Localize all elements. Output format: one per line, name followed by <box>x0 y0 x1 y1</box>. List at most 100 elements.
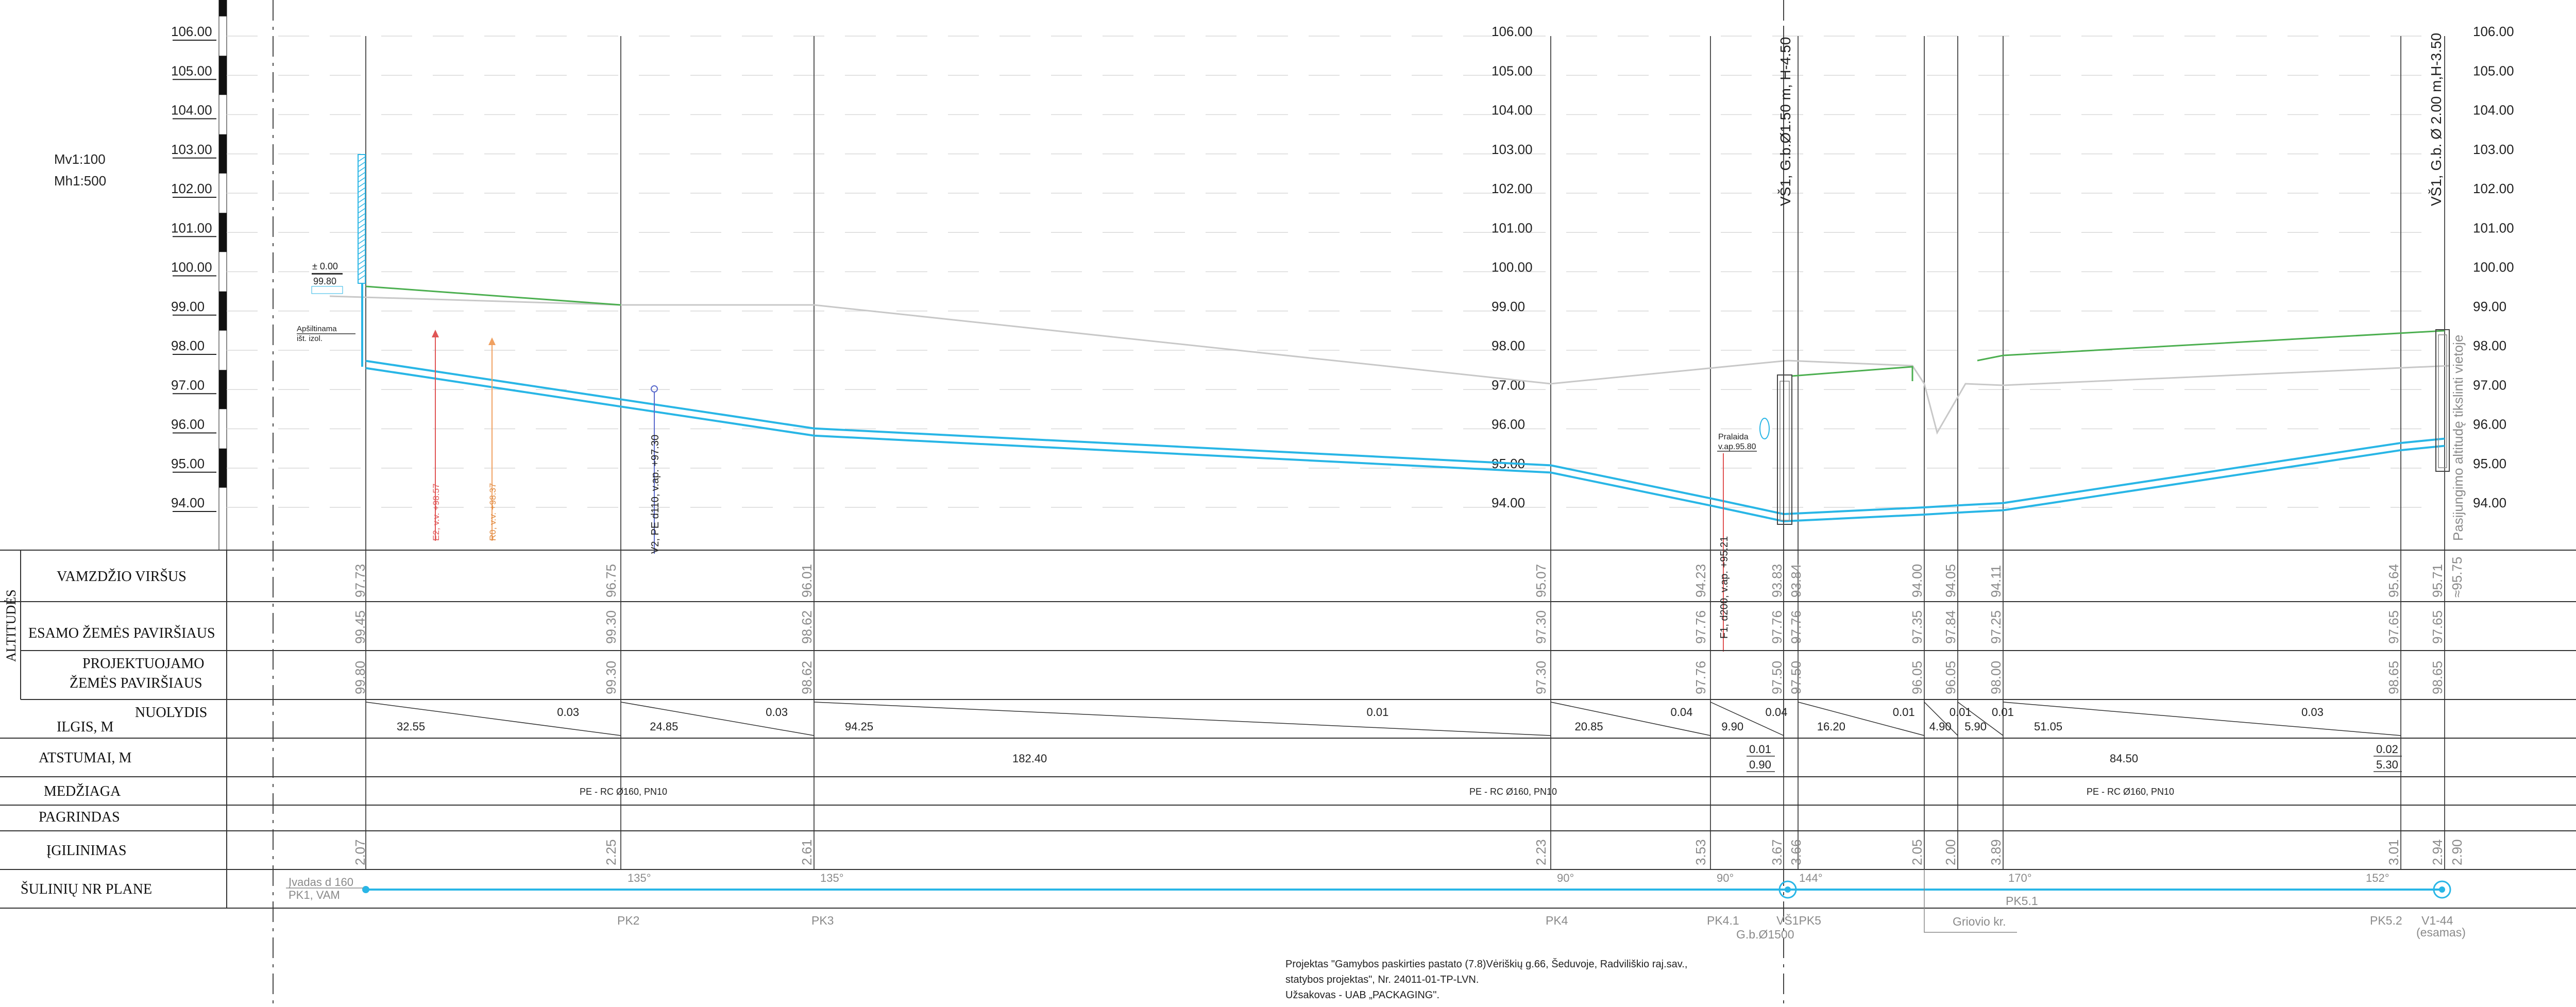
depth-value: 3.01 <box>2386 839 2401 865</box>
elevation-label-mid: 103.00 <box>1492 142 1533 157</box>
existing-ground-value: 97.76 <box>1693 610 1708 644</box>
design-ground-values: 99.80 99.30 98.62 97.30 97.76 97.50 97.50 96.05… <box>352 661 2445 694</box>
pipe-top-value: ≈95.75 <box>2449 557 2465 598</box>
elevation-label-mid: 98.00 <box>1492 338 1525 353</box>
slope-value: 0.04 <box>1671 706 1693 719</box>
length-value: 32.55 <box>397 720 425 733</box>
utility-f1-label: F1, d200, v.ap. +95.21 <box>1719 536 1730 639</box>
slope-value: 0.01 <box>1893 706 1915 719</box>
elevation-label-left: 94.00 <box>171 495 205 510</box>
slope-value: 0.03 <box>766 706 788 719</box>
material-1: PE - RC Ø160, PN10 <box>580 787 667 797</box>
hatch-stroke <box>358 213 365 218</box>
manhole-pk52: PK5.2 <box>2370 914 2402 927</box>
scale-bar-block <box>219 291 227 331</box>
scale-bar-block <box>219 448 227 488</box>
manhole-pk3: PK3 <box>811 914 834 927</box>
zero-slab <box>311 286 343 294</box>
depth-value: 2.05 <box>1909 839 1925 865</box>
elevation-label-left: 96.00 <box>171 417 205 432</box>
angle-label: 135° <box>820 872 844 884</box>
elevation-label-mid: 100.00 <box>1492 260 1533 275</box>
angle-label: 152° <box>2366 872 2389 884</box>
ditch-bracket <box>1924 869 2017 933</box>
manhole-pk41: PK4.1 <box>1707 914 1739 927</box>
depth-value: 2.23 <box>1533 839 1549 865</box>
existing-ground-value: 97.76 <box>1769 610 1785 644</box>
pipe-profile <box>365 360 2445 522</box>
length-value: 5.90 <box>1964 720 1987 733</box>
depth-value: 3.89 <box>1988 839 2004 865</box>
utility-r0-label: R0, v.v. +98.37 <box>488 483 498 541</box>
elevation-label-left: 99.00 <box>171 299 205 314</box>
utility-v2-label: V2, PE d110, v.ap. +97.30 <box>650 435 661 554</box>
pipe-top-value: 93.83 <box>1769 564 1785 598</box>
slope-value: 0.03 <box>2301 706 2324 719</box>
elevation-label-mid: 94.00 <box>1492 495 1525 510</box>
scale-bar-block <box>219 370 227 409</box>
slope-diagonal <box>1798 702 1925 736</box>
elevation-labels-left: 106.00 105.00 104.00 103.00 102.00 101.00 100.… <box>171 24 216 512</box>
length-value: 16.20 <box>1817 720 1845 733</box>
elevation-scale-bar <box>218 0 227 551</box>
angle-labels: 135° 135° 90° 90° 144° 170° 152° <box>628 872 2389 884</box>
existing-ground-value: 97.76 <box>1788 610 1804 644</box>
manhole-pk51: PK5.1 <box>2006 894 2038 908</box>
zero-value: 99.80 <box>313 276 336 286</box>
elevation-label-left: 105.00 <box>171 63 212 78</box>
row-header-slope: NUOLYDIS <box>135 705 207 721</box>
elevation-label-right: 106.00 <box>2473 24 2514 39</box>
design-ground-value: 99.30 <box>603 661 619 694</box>
length-value: 94.25 <box>845 720 873 733</box>
manhole-vs1-label: VŠ1, G.b.Ø1.50 m, H-4.50 <box>1777 37 1793 206</box>
project-note-line-1: Projektas "Gamybos paskirties pastato (7… <box>1285 958 1687 970</box>
hatch-stroke <box>358 265 365 270</box>
angle-label: 170° <box>2008 872 2032 884</box>
row-header-existing-ground: ESAMO ŽEMĖS PAVIRŠIAUS <box>28 625 215 641</box>
elevation-label-left: 101.00 <box>171 220 212 235</box>
slope-diagonal <box>620 702 815 736</box>
utility-v2-pipe <box>651 385 658 392</box>
elevation-label-left: 106.00 <box>171 24 212 39</box>
slope-diagonal <box>814 702 1551 736</box>
hatch-stroke <box>358 198 365 203</box>
vertical-scale-label: Mv1:100 <box>54 151 106 167</box>
design-ground-value: 96.05 <box>1909 661 1925 694</box>
elevation-label-left: 100.00 <box>171 260 212 275</box>
insulation-note-1: Apšiltinama <box>297 325 337 333</box>
elevation-label-right: 96.00 <box>2473 417 2506 432</box>
pipe-top-value: 95.07 <box>1533 564 1549 598</box>
manhole-vs1-symbol <box>1778 880 1797 899</box>
scale-bar-block <box>219 134 227 174</box>
distance-sub-2: 0.90 <box>1749 758 1771 771</box>
row-header-design-ground-2: ŽEMĖS PAVIRŠIAUS <box>70 675 202 691</box>
existing-ground-line <box>329 295 2450 435</box>
design-ground-value: 97.76 <box>1693 661 1708 694</box>
hatch-stroke <box>358 157 365 162</box>
elevation-label-mid: 102.00 <box>1492 181 1533 196</box>
manhole-vs1 <box>1777 26 1792 773</box>
hatch-stroke <box>358 177 365 182</box>
elevation-label-mid: 99.00 <box>1492 299 1525 314</box>
pipe-top-value: 95.64 <box>2386 564 2401 598</box>
pipe-top-value: 94.11 <box>1988 565 2004 598</box>
depth-value: 3.66 <box>1788 839 1804 865</box>
row-header-pipe-top: VAMZDŽIO VIRŠUS <box>57 569 187 585</box>
hatch-stroke <box>358 270 365 275</box>
elevation-labels-right: 106.00 105.00 104.00 103.00 102.00 101.00 100.… <box>2473 24 2514 510</box>
elevation-grid <box>227 36 2437 508</box>
insulation-note-2: išt. izol. <box>297 334 323 343</box>
elevation-label-right: 95.00 <box>2473 456 2506 471</box>
design-ground-value: 99.80 <box>352 661 368 694</box>
pipe-top-value: 96.01 <box>799 564 815 598</box>
elevation-label-right: 103.00 <box>2473 142 2514 157</box>
elevation-label-left: 103.00 <box>171 142 212 157</box>
distance-sub-1: 0.01 <box>1749 743 1771 756</box>
elevation-label-mid: 101.00 <box>1492 220 1533 235</box>
slope-diagonal <box>1710 702 1784 736</box>
distance-1: 182.40 <box>1012 752 1047 765</box>
material-3: PE - RC Ø160, PN10 <box>2087 787 2174 797</box>
slope-value: 0.03 <box>557 706 579 719</box>
zero-mark-line <box>312 273 343 275</box>
hatch-stroke <box>358 239 365 244</box>
